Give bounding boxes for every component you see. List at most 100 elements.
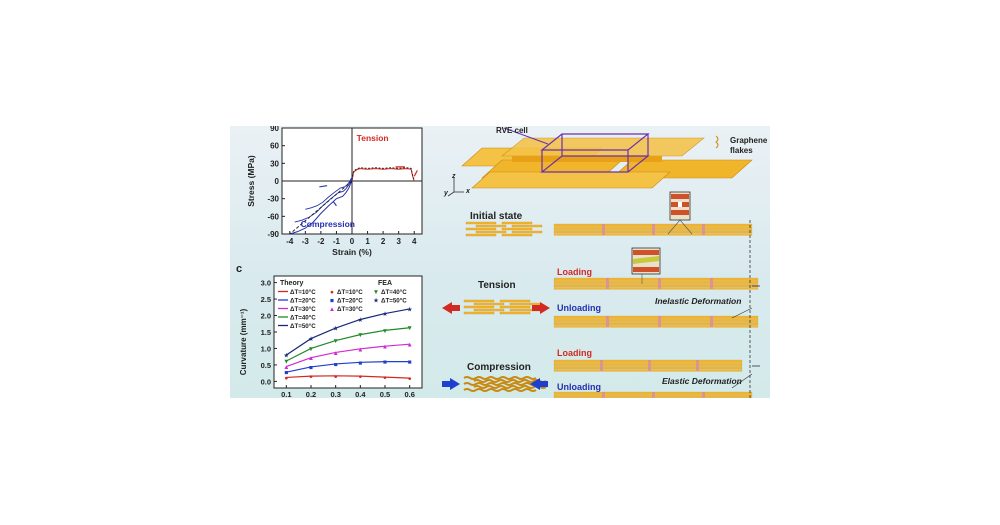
y-tick-label: 0.5: [261, 361, 271, 370]
strip-layer: [553, 325, 759, 328]
y-axis-label: Stress (MPa): [246, 155, 256, 207]
strip-joint: [602, 392, 605, 398]
series-point: ●: [334, 373, 338, 380]
strip-joint: [606, 278, 609, 289]
legend-fea-label: ΔT=40°C: [381, 289, 407, 296]
y-tick-label: 1.0: [261, 344, 271, 353]
strip-layer: [553, 320, 759, 323]
series-point: ●: [408, 376, 412, 383]
compression-curve: [289, 180, 353, 235]
x-tick-label: -3: [302, 237, 310, 246]
series-point: ★: [382, 310, 388, 318]
flake: [499, 305, 531, 309]
inelastic-leader-line: [731, 307, 753, 319]
x-tick-label: 0.6: [404, 390, 414, 398]
legend-theory-label: ΔT=30°C: [290, 306, 316, 313]
series-point: ●: [284, 375, 288, 382]
tension-curve: [351, 168, 415, 182]
series-point: ●: [383, 375, 387, 382]
series-point: ★: [283, 352, 289, 360]
strip-layer: [553, 315, 759, 318]
tension-right-arrow-icon: [532, 302, 550, 314]
curvature-chart: 0.1 0.2 0.3 0.4 0.5 0.6 0.0 0.5 1.0 1.5 2.0 2.5 3.0 C…: [239, 275, 423, 398]
compression-arrow-1: [319, 185, 328, 188]
series-point: ▼: [357, 332, 363, 339]
x-tick-label: 2: [381, 237, 386, 246]
series-point: ★: [308, 335, 314, 343]
strip-joint: [600, 360, 603, 371]
strip-layer: [553, 280, 759, 283]
flake: [475, 230, 507, 234]
series-point: ■: [309, 364, 313, 371]
flake: [463, 299, 495, 303]
series-point: ■: [383, 359, 387, 366]
strip-joint: [648, 360, 651, 371]
series-point: ●: [358, 374, 362, 381]
legend-header-theory: Theory: [280, 280, 303, 287]
axis-y-label: y: [444, 190, 448, 197]
tension-stack: [463, 299, 541, 315]
graphene-flakes-label: Graphene flakes: [730, 136, 768, 155]
y-tick-label: 2.5: [261, 295, 271, 304]
x-tick-label: 0.4: [355, 390, 366, 398]
flake: [475, 224, 507, 228]
strip-layer: [553, 285, 759, 288]
series-point: ▲: [332, 350, 338, 357]
series-point: ■: [408, 359, 412, 366]
series-point: ■: [284, 370, 288, 377]
flake: [465, 227, 497, 231]
x-tick-label: 0.5: [380, 390, 390, 398]
axis-x-label: x: [466, 188, 470, 195]
figure-panel: -4 -3 -2 -1 0 1 2 3 4 -90 -60 -30 0 30 60 90 Strain (%) S…: [230, 126, 770, 398]
y-tick-label: 60: [270, 142, 279, 151]
legend-fea-marker: ■: [330, 298, 334, 305]
series-point: ★: [407, 305, 413, 313]
x-axis-label: Strain (%): [332, 247, 372, 257]
series-point: ▼: [308, 346, 314, 353]
tension-loading-label: Loading: [557, 267, 592, 277]
legend-theory-label: ΔT=40°C: [290, 315, 316, 322]
series-point: ■: [358, 360, 362, 367]
strip-joint: [606, 316, 609, 327]
axis-y-line: [447, 191, 455, 197]
series-point: ▼: [283, 358, 289, 365]
flake: [501, 221, 533, 225]
compression-label: Compression: [467, 362, 531, 373]
series-point: ▲: [308, 355, 314, 362]
tension-annotation: Tension: [357, 133, 389, 143]
flake: [499, 299, 531, 303]
compression-right-arrow-icon: [530, 378, 548, 390]
series-point: ●: [309, 374, 313, 381]
series-line: [286, 308, 410, 356]
wavy-flake: [473, 385, 511, 389]
x-tick-label: 0.3: [330, 390, 340, 398]
x-tick-label: 0.1: [281, 390, 291, 398]
compression-curve-3: [305, 177, 353, 210]
series-line: [286, 343, 410, 368]
series-point: ▼: [332, 338, 338, 345]
rve-cell-label: RVE cell: [496, 126, 528, 135]
flake: [501, 227, 533, 231]
strip-joint: [710, 316, 713, 327]
strip-joint: [702, 224, 705, 235]
x-tick-label: 0: [350, 237, 355, 246]
flake: [473, 308, 505, 312]
y-tick-label: -60: [267, 212, 279, 221]
strip-joint: [702, 392, 705, 398]
strip-layer: [553, 323, 759, 326]
x-tick-label: 3: [396, 237, 401, 246]
legend-fea-label: ΔT=30°C: [337, 306, 363, 313]
strip-layer: [553, 287, 759, 290]
x-tick-label: 1: [365, 237, 370, 246]
flake: [465, 233, 497, 237]
series-point: ▲: [382, 344, 388, 351]
series-point: ★: [333, 325, 339, 333]
wavy-flake: [463, 388, 501, 392]
wavy-flake: [499, 376, 537, 380]
series-line: [286, 327, 410, 362]
flake: [511, 224, 543, 228]
series-point: ▼: [406, 325, 412, 332]
series-point: ▲: [406, 342, 412, 349]
legend-fea-marker: ●: [330, 289, 334, 296]
strip-layer: [553, 277, 759, 280]
